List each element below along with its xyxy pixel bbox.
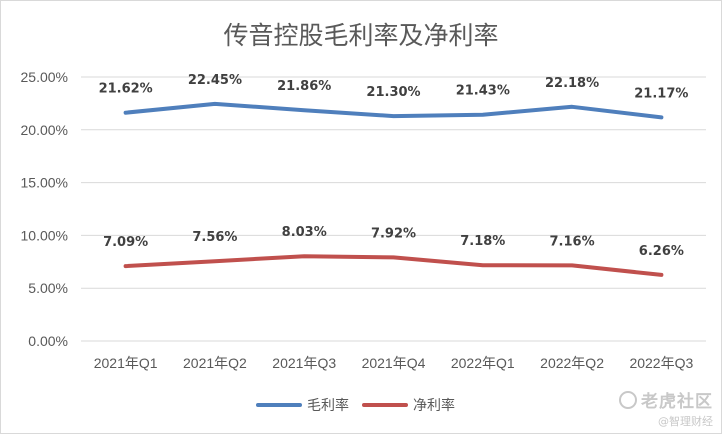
- data-label: 7.56%: [192, 230, 237, 245]
- data-label: 22.18%: [545, 76, 599, 91]
- data-label: 8.03%: [282, 225, 327, 240]
- watermark-main: 老虎社区: [619, 387, 713, 412]
- data-label: 21.86%: [277, 79, 331, 94]
- data-label: 21.43%: [456, 84, 510, 99]
- tiger-logo-icon: [619, 391, 637, 409]
- axis-labels: 0.00% 5.00% 10.00% 15.00% 20.00% 25.00% 2021年Q…: [21, 69, 694, 371]
- series-lines: [123, 101, 664, 277]
- watermark-main-text: 老虎社区: [641, 392, 713, 412]
- data-label: 21.17%: [634, 86, 688, 101]
- watermark-sub: @智理财经: [658, 415, 713, 428]
- x-tick-label: 2022年Q2: [540, 355, 604, 371]
- data-label: 7.16%: [550, 234, 595, 249]
- chart-title: 传音控股毛利率及净利率: [223, 21, 498, 50]
- x-tick-label: 2021年Q4: [362, 355, 426, 371]
- legend: 毛利率 净利率: [256, 397, 455, 414]
- data-label: 7.18%: [460, 234, 505, 249]
- series-line-1: [123, 101, 664, 120]
- y-tick-label: 10.00%: [21, 227, 68, 243]
- y-tick-label: 20.00%: [21, 122, 68, 138]
- data-label: 21.30%: [366, 85, 420, 100]
- x-tick-label: 2022年Q3: [629, 355, 693, 371]
- gridlines: [81, 76, 706, 342]
- y-tick-label: 15.00%: [21, 175, 68, 191]
- x-tick-label: 2022年Q1: [451, 355, 515, 371]
- data-label: 7.92%: [371, 226, 416, 241]
- data-labels: 21.62% 22.45% 21.86% 21.30% 21.43% 22.18% 21.1…: [99, 73, 689, 259]
- data-label: 21.62%: [99, 82, 153, 97]
- y-tick-label: 0.00%: [28, 333, 68, 349]
- series-line-2: [123, 254, 664, 277]
- data-label: 7.09%: [103, 235, 148, 250]
- x-tick-label: 2021年Q2: [183, 355, 247, 371]
- data-label: 6.26%: [639, 244, 684, 259]
- y-tick-label: 5.00%: [28, 280, 68, 296]
- x-tick-label: 2021年Q3: [272, 355, 336, 371]
- legend-label: 毛利率: [307, 397, 349, 414]
- x-tick-label: 2021年Q1: [94, 355, 158, 371]
- y-tick-label: 25.00%: [21, 69, 68, 85]
- legend-label: 净利率: [413, 397, 455, 414]
- data-label: 22.45%: [188, 73, 242, 88]
- watermark: 老虎社区 @智理财经: [619, 387, 713, 429]
